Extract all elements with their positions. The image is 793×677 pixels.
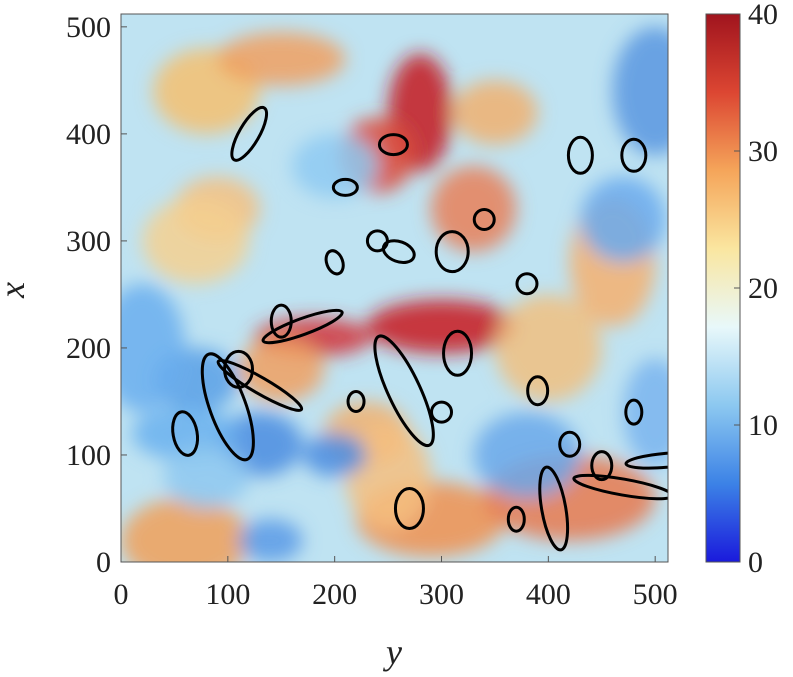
contour-line bbox=[216, 358, 304, 412]
x-tick-label: 0 bbox=[114, 578, 129, 611]
x-tick-label: 500 bbox=[633, 578, 678, 611]
field-patch bbox=[430, 165, 517, 252]
contour-line bbox=[261, 308, 344, 345]
field-patch bbox=[142, 198, 250, 284]
contour-line bbox=[526, 375, 550, 407]
x-tick-label: 200 bbox=[312, 578, 357, 611]
colorbar-tick-label: 10 bbox=[748, 409, 778, 442]
plot-area bbox=[121, 14, 793, 562]
x-tick-label: 300 bbox=[419, 578, 464, 611]
contour-line bbox=[677, 407, 697, 439]
x-axis-label: y bbox=[383, 632, 402, 672]
colorbar: 0 10 20 30 40 bbox=[705, 0, 778, 579]
field-patch bbox=[366, 299, 517, 354]
contour-line bbox=[566, 135, 594, 175]
colorbar-tick-label: 0 bbox=[748, 546, 763, 579]
contour-line bbox=[472, 208, 496, 231]
colorbar-ticks: 0 10 20 30 40 bbox=[734, 0, 778, 579]
contour-overlay bbox=[171, 104, 793, 552]
field-patch bbox=[238, 337, 324, 402]
contour-line bbox=[434, 230, 470, 274]
contour-line bbox=[572, 473, 668, 501]
colorbar-tick-label: 30 bbox=[748, 135, 778, 168]
y-tick-label: 300 bbox=[66, 225, 111, 258]
x-tick-label: 400 bbox=[526, 578, 571, 611]
contour-line bbox=[373, 334, 435, 448]
field-patch bbox=[580, 176, 666, 263]
contour-line bbox=[346, 389, 366, 413]
contour-line bbox=[624, 451, 668, 470]
contour-line bbox=[506, 505, 526, 533]
y-tick-label: 400 bbox=[66, 118, 111, 151]
field-patch bbox=[238, 519, 303, 562]
contour-line bbox=[590, 450, 614, 482]
field-patch bbox=[163, 444, 250, 509]
contour-line bbox=[269, 303, 293, 339]
contour-line bbox=[377, 133, 409, 157]
colorbar-tick-label: 40 bbox=[748, 0, 778, 31]
field-patch bbox=[473, 412, 581, 498]
contour-line bbox=[381, 239, 416, 264]
field-patch bbox=[345, 422, 431, 530]
contour-line bbox=[230, 105, 269, 162]
contour-line bbox=[620, 137, 648, 173]
contour-line bbox=[200, 352, 255, 462]
field-patch bbox=[121, 497, 250, 562]
plot-frame bbox=[120, 13, 669, 563]
contour-line bbox=[430, 400, 454, 424]
contour-line bbox=[558, 430, 582, 458]
contour-line bbox=[331, 177, 359, 197]
y-tick-label: 500 bbox=[66, 11, 111, 44]
contour-line bbox=[515, 272, 539, 296]
contour-line bbox=[765, 175, 793, 221]
contour-line bbox=[739, 226, 786, 256]
contour-line bbox=[171, 410, 200, 457]
heatmap-field bbox=[121, 26, 668, 562]
x-tick-label: 100 bbox=[205, 578, 250, 611]
contour-line bbox=[761, 104, 785, 120]
y-tick-label: 0 bbox=[96, 546, 111, 579]
field-patch bbox=[121, 283, 186, 413]
field-patch bbox=[494, 294, 602, 402]
field-patch bbox=[612, 26, 668, 156]
colorbar-tick-label: 20 bbox=[748, 272, 778, 305]
contour-line bbox=[393, 486, 425, 530]
y-tick-label: 200 bbox=[66, 332, 111, 365]
field-patch bbox=[302, 433, 367, 477]
x-axis: 0 100 200 300 400 500 bbox=[114, 556, 678, 611]
y-tick-label: 100 bbox=[66, 439, 111, 472]
field-patch bbox=[452, 80, 538, 145]
contour-line bbox=[442, 329, 474, 377]
contour-line bbox=[624, 398, 644, 426]
y-axis: 0 100 200 300 400 500 bbox=[66, 11, 127, 579]
y-axis-label: x bbox=[0, 282, 32, 299]
contour-line bbox=[324, 249, 345, 276]
field-patch bbox=[217, 32, 346, 86]
field-patch bbox=[623, 358, 668, 466]
contour-line bbox=[538, 465, 570, 552]
